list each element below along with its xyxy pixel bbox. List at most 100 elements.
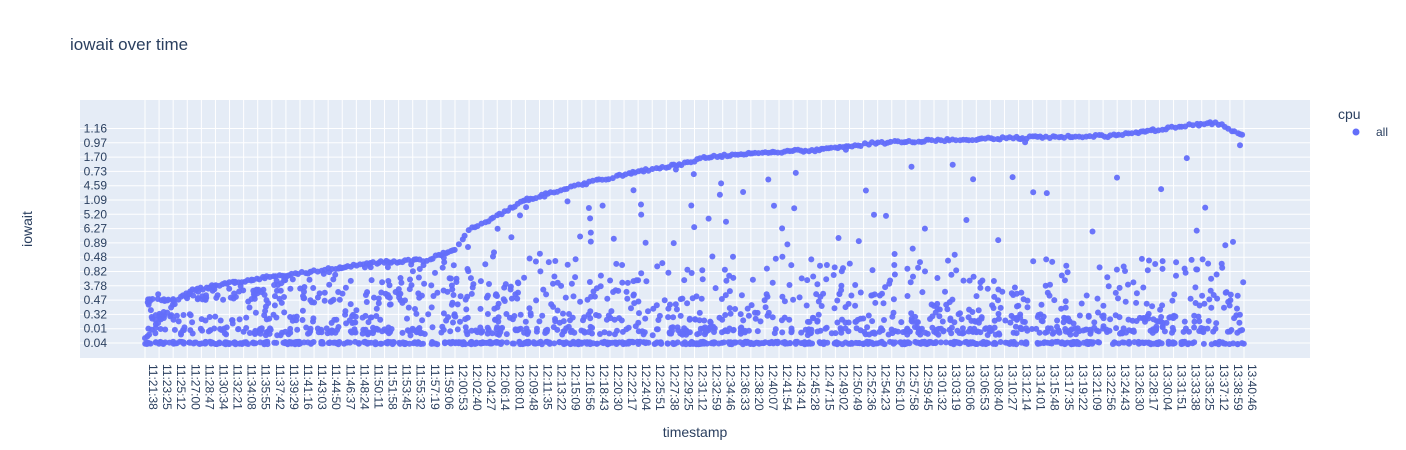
data-point <box>243 314 250 321</box>
data-point <box>330 276 337 283</box>
data-point <box>552 258 559 264</box>
data-point <box>752 315 759 322</box>
data-point <box>364 289 371 296</box>
data-point <box>1113 325 1120 332</box>
data-point <box>198 316 205 323</box>
x-tick-label: 12:09:48 <box>526 364 540 411</box>
data-point <box>565 323 572 330</box>
data-point <box>363 299 370 305</box>
data-point <box>1030 258 1037 265</box>
data-point <box>581 314 588 321</box>
data-point <box>1024 304 1031 311</box>
data-point <box>1035 312 1042 318</box>
data-point <box>1189 340 1196 347</box>
x-tick-label: 12:56:10 <box>893 364 907 411</box>
data-point <box>261 291 268 298</box>
data-point <box>673 306 680 313</box>
data-point <box>1130 279 1137 286</box>
data-point <box>332 271 339 278</box>
x-tick-label: 13:26:30 <box>1132 364 1146 411</box>
data-point <box>781 298 788 305</box>
data-point <box>1002 339 1009 346</box>
data-point <box>450 262 457 269</box>
data-point <box>842 339 849 346</box>
x-tick-label: 12:11:35 <box>541 364 555 410</box>
data-point <box>560 318 567 325</box>
data-point <box>990 340 997 347</box>
data-point <box>696 330 703 337</box>
data-point <box>1112 312 1119 319</box>
data-point <box>465 244 471 250</box>
data-point <box>428 340 435 347</box>
data-point <box>726 272 733 279</box>
data-point <box>969 328 976 335</box>
y-tick-label: 0.97 <box>84 136 108 150</box>
data-point <box>399 329 406 336</box>
data-point <box>922 268 928 275</box>
data-point <box>595 312 602 319</box>
data-point <box>1020 296 1027 303</box>
data-point <box>463 328 470 335</box>
data-point <box>1058 272 1065 279</box>
data-point <box>1200 340 1207 347</box>
data-point <box>562 294 569 301</box>
x-tick-label: 12:36:33 <box>738 364 752 411</box>
data-point <box>758 340 765 347</box>
data-point <box>1199 292 1206 299</box>
data-point <box>991 317 998 324</box>
data-point <box>439 264 446 271</box>
data-point <box>1062 298 1069 305</box>
data-point <box>1125 340 1132 347</box>
data-point <box>446 339 453 346</box>
data-point <box>635 319 642 326</box>
data-point <box>220 296 227 303</box>
data-point <box>571 329 578 336</box>
data-point <box>852 339 859 346</box>
data-point <box>484 339 491 346</box>
x-tick-label: 13:05:06 <box>963 364 977 411</box>
data-point <box>1192 284 1199 291</box>
data-point <box>1116 284 1123 291</box>
data-point <box>779 253 786 260</box>
x-tick-label: 12:25:51 <box>653 364 667 411</box>
data-point <box>252 309 259 316</box>
data-point <box>1158 186 1165 193</box>
data-point <box>1120 263 1127 270</box>
x-tick-label: 12:20:30 <box>611 364 625 411</box>
data-point <box>947 339 954 346</box>
data-point <box>231 290 238 297</box>
data-point <box>696 309 703 316</box>
data-point <box>181 324 188 331</box>
data-point <box>300 295 307 302</box>
x-tick-label: 11:23:25 <box>160 364 174 410</box>
data-point <box>624 279 631 286</box>
data-point <box>1120 325 1127 332</box>
data-point <box>718 180 725 187</box>
data-point <box>375 295 382 302</box>
data-point <box>385 324 392 331</box>
data-point <box>1227 297 1234 304</box>
data-point <box>749 340 756 347</box>
data-point <box>1087 326 1094 333</box>
data-point <box>1070 320 1077 327</box>
data-point <box>462 296 469 303</box>
data-point <box>872 299 879 306</box>
data-point <box>616 315 623 322</box>
data-point <box>1195 122 1202 129</box>
x-tick-label: 12:04:27 <box>484 364 498 411</box>
data-point <box>536 250 543 257</box>
data-point <box>211 286 218 293</box>
data-point <box>1008 339 1015 346</box>
data-point <box>830 272 837 278</box>
data-point <box>779 329 786 336</box>
x-tick-label: 11:34:08 <box>245 364 259 410</box>
x-tick-label: 13:22:56 <box>1104 364 1118 411</box>
data-point <box>306 276 313 283</box>
data-point <box>449 286 456 293</box>
y-axis-title: iowait <box>19 211 35 247</box>
x-tick-label: 12:59:45 <box>921 364 935 411</box>
data-point <box>1067 331 1074 338</box>
data-point <box>260 286 267 293</box>
data-point <box>171 326 178 333</box>
data-point <box>503 331 510 338</box>
